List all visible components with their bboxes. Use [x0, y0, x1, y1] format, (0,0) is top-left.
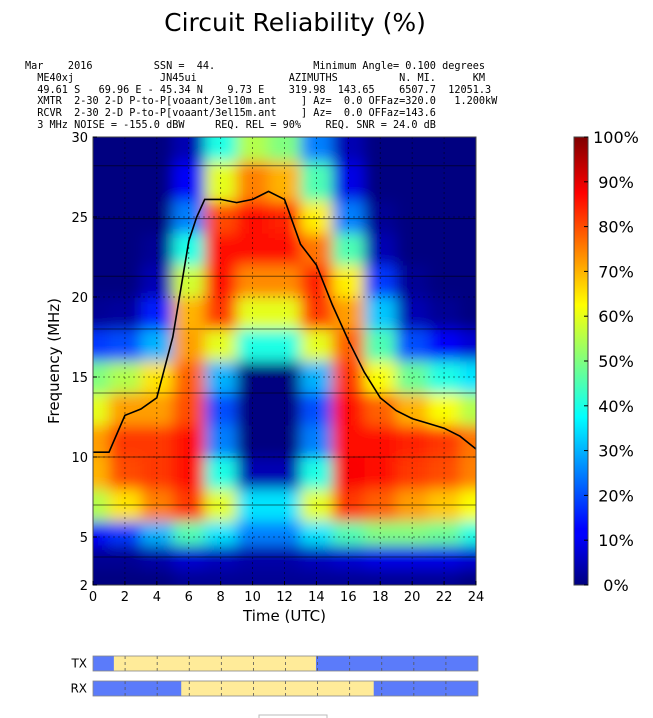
x-tick-label: 8: [217, 590, 225, 605]
heatmap-cell: [93, 569, 110, 585]
heatmap-cell: [93, 361, 110, 394]
heatmap-cells: [93, 137, 476, 585]
heatmap-cell: [93, 233, 110, 266]
colorbar-tick-label: 50%: [598, 352, 634, 371]
y-tick-label: 20: [71, 291, 88, 306]
x-tick-label: 6: [185, 590, 193, 605]
heatmap-cell: [460, 393, 476, 426]
prediction-parameters: Mar 2016 SSN = 44. Minimum Angle= 0.100 …: [25, 61, 498, 131]
heatmap-cell: [93, 393, 110, 426]
x-axis-label: Time (UTC): [242, 607, 326, 625]
colorbar-tick-label: 40%: [598, 397, 634, 416]
x-tick-label: 20: [404, 590, 421, 605]
colorbar: 0% 10% 20% 30% 40% 50% 60% 70% 80% 90% 100%: [573, 128, 639, 595]
heatmap-cell: [93, 201, 110, 234]
heatmap-cell: [396, 329, 429, 362]
colorbar-tick-label: 80%: [598, 218, 634, 237]
heatmap-cell: [93, 521, 110, 546]
colorbar-tick-label: 90%: [598, 173, 634, 192]
heatmap-cell: [332, 329, 365, 362]
x-tick-label: 0: [89, 590, 97, 605]
heatmap-cell: [108, 329, 142, 362]
heatmap-cell: [460, 233, 476, 266]
heatmap-cell: [460, 569, 476, 585]
heatmap-cell: [93, 457, 110, 490]
availability-bar-label: TX: [70, 657, 87, 671]
y-tick-label: 5: [80, 531, 88, 546]
x-axis-ticks: 0 2 4 6 8 10 12 14 16 18 20 22 24: [89, 581, 484, 605]
heatmap-cell: [93, 161, 110, 202]
y-tick-label: 15: [71, 371, 88, 386]
availability-bar-label: RX: [70, 682, 87, 696]
colorbar-tick-label: 10%: [598, 531, 634, 550]
x-tick-label: 24: [468, 590, 485, 605]
colorbar-tick-label: 0%: [603, 576, 628, 595]
y-tick-label: 25: [71, 211, 88, 226]
bar-open-segment: [113, 656, 316, 671]
heatmap-cell: [460, 265, 476, 298]
heatmap-cell: [428, 329, 461, 362]
colorbar-tick-label: 30%: [598, 442, 634, 461]
y-tick-label: 30: [71, 131, 88, 146]
heatmap-plot: [92, 136, 477, 586]
availability-bar-rx: RX: [70, 680, 479, 697]
heatmap-cell: [236, 329, 270, 362]
x-tick-label: 2: [121, 590, 129, 605]
bar-open-segment: [181, 681, 374, 696]
y-tick-label: 10: [71, 451, 88, 466]
colorbar-tick-label: 70%: [598, 262, 634, 281]
x-tick-label: 22: [436, 590, 453, 605]
heatmap-cell: [364, 329, 397, 362]
heatmap-cell: [460, 521, 476, 546]
colorbar-tick-label: 60%: [598, 307, 634, 326]
heatmap-cell: [172, 329, 206, 362]
availability-bar-tx: TX: [70, 655, 479, 672]
heatmap-cell: [460, 425, 476, 458]
heatmap-cell: [93, 265, 110, 298]
x-tick-label: 12: [276, 590, 293, 605]
heatmap-cell: [460, 361, 476, 394]
y-tick-label: 2: [80, 579, 88, 594]
x-tick-label: 4: [153, 590, 161, 605]
grid-lines: [93, 137, 476, 585]
bar-frame: [92, 655, 479, 672]
x-tick-label: 18: [372, 590, 389, 605]
y-axis-label: Frequency (MHz): [45, 298, 63, 424]
x-tick-label: 10: [244, 590, 261, 605]
heatmap-cell: [93, 425, 110, 458]
x-tick-label: 16: [340, 590, 357, 605]
colorbar-tick-label: 20%: [598, 486, 634, 505]
bar-frame: [92, 680, 479, 697]
heatmap-cell: [460, 161, 476, 202]
heatmap-cell: [93, 297, 110, 330]
heatmap-cell: [268, 329, 301, 362]
tx-rx-availability: TX RX: [70, 655, 479, 697]
heatmap-cell: [460, 297, 476, 330]
bottom-edge-box: [258, 714, 328, 718]
heatmap-cell: [460, 137, 476, 162]
x-tick-label: 14: [308, 590, 325, 605]
required-reliability-line: [93, 190, 476, 454]
heatmap-cell: [300, 329, 333, 362]
heatmap-cell: [93, 137, 110, 162]
colorbar-ticks: 0% 10% 20% 30% 40% 50% 60% 70% 80% 90% 100%: [584, 128, 639, 595]
heatmap-cell: [460, 457, 476, 490]
colorbar-tick-label: 100%: [593, 128, 639, 147]
heatmap-cell: [93, 329, 110, 362]
heatmap-cell: [204, 329, 238, 362]
heatmap-cell: [460, 201, 476, 234]
chart-title: Circuit Reliability (%): [164, 8, 426, 37]
heatmap-cell: [460, 329, 476, 362]
